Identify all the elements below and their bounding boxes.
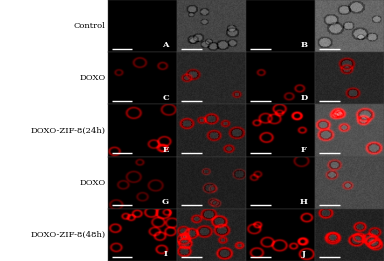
Text: DOXO-ZIF-8(24h): DOXO-ZIF-8(24h)	[31, 127, 106, 134]
Text: H: H	[300, 198, 308, 206]
Text: DOXO-ZIF-8(48h): DOXO-ZIF-8(48h)	[30, 231, 106, 239]
Text: F: F	[301, 146, 307, 154]
Text: DOXO: DOXO	[79, 74, 106, 82]
Text: I: I	[164, 250, 167, 258]
Text: J: J	[302, 250, 306, 258]
Text: B: B	[300, 41, 307, 49]
Text: C: C	[162, 94, 169, 102]
Text: Control: Control	[74, 22, 106, 30]
Text: DOXO: DOXO	[79, 179, 106, 187]
Text: A: A	[162, 41, 169, 49]
Text: D: D	[300, 94, 308, 102]
Text: E: E	[162, 146, 169, 154]
Text: G: G	[162, 198, 169, 206]
